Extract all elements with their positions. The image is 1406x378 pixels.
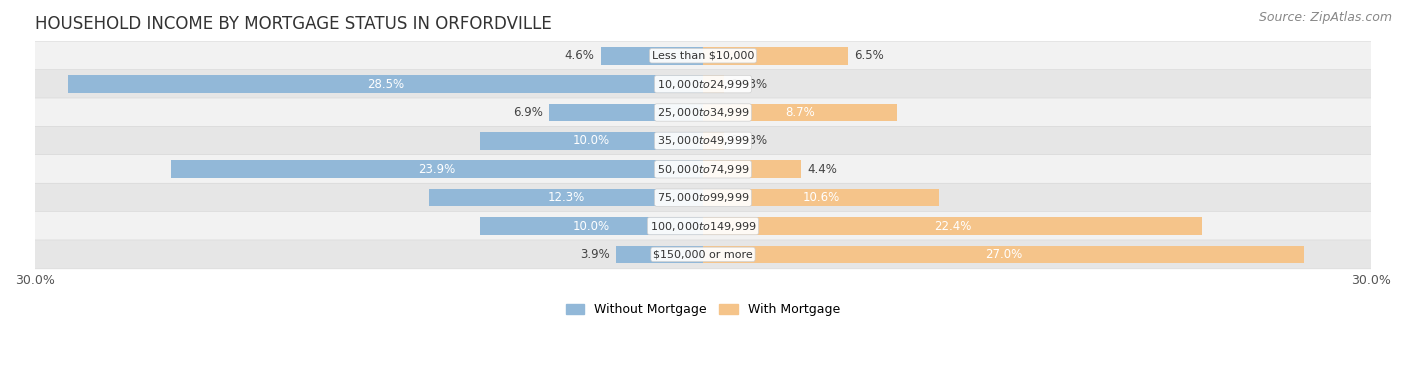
Bar bbox=[703, 217, 1202, 235]
Text: 10.6%: 10.6% bbox=[803, 191, 839, 204]
Text: 3.9%: 3.9% bbox=[579, 248, 609, 261]
Text: 10.0%: 10.0% bbox=[574, 220, 610, 232]
Text: 4.4%: 4.4% bbox=[807, 163, 838, 176]
Bar bbox=[703, 161, 801, 178]
Bar bbox=[703, 132, 724, 150]
FancyBboxPatch shape bbox=[35, 240, 1371, 269]
Bar bbox=[703, 75, 724, 93]
FancyBboxPatch shape bbox=[35, 98, 1371, 127]
Text: 23.9%: 23.9% bbox=[418, 163, 456, 176]
Text: 8.7%: 8.7% bbox=[785, 106, 814, 119]
Text: 28.5%: 28.5% bbox=[367, 77, 405, 91]
Text: 12.3%: 12.3% bbox=[547, 191, 585, 204]
Text: 0.93%: 0.93% bbox=[730, 134, 768, 147]
Text: $10,000 to $24,999: $10,000 to $24,999 bbox=[657, 77, 749, 91]
Bar bbox=[600, 47, 703, 65]
Text: 6.9%: 6.9% bbox=[513, 106, 543, 119]
Text: Source: ZipAtlas.com: Source: ZipAtlas.com bbox=[1258, 11, 1392, 24]
FancyBboxPatch shape bbox=[35, 41, 1371, 70]
Text: 4.6%: 4.6% bbox=[564, 49, 593, 62]
Text: Less than $10,000: Less than $10,000 bbox=[652, 51, 754, 61]
Text: $50,000 to $74,999: $50,000 to $74,999 bbox=[657, 163, 749, 176]
FancyBboxPatch shape bbox=[35, 126, 1371, 155]
Text: $35,000 to $49,999: $35,000 to $49,999 bbox=[657, 134, 749, 147]
Text: $25,000 to $34,999: $25,000 to $34,999 bbox=[657, 106, 749, 119]
Text: 6.5%: 6.5% bbox=[855, 49, 884, 62]
Text: $75,000 to $99,999: $75,000 to $99,999 bbox=[657, 191, 749, 204]
Bar bbox=[703, 47, 848, 65]
Text: HOUSEHOLD INCOME BY MORTGAGE STATUS IN ORFORDVILLE: HOUSEHOLD INCOME BY MORTGAGE STATUS IN O… bbox=[35, 15, 551, 33]
Legend: Without Mortgage, With Mortgage: Without Mortgage, With Mortgage bbox=[561, 298, 845, 321]
Bar bbox=[170, 161, 703, 178]
FancyBboxPatch shape bbox=[35, 70, 1371, 99]
FancyBboxPatch shape bbox=[35, 183, 1371, 212]
FancyBboxPatch shape bbox=[35, 155, 1371, 184]
Bar bbox=[703, 246, 1305, 263]
Text: 22.4%: 22.4% bbox=[934, 220, 972, 232]
Bar bbox=[703, 104, 897, 121]
Bar bbox=[703, 189, 939, 206]
Bar bbox=[429, 189, 703, 206]
Text: 10.0%: 10.0% bbox=[574, 134, 610, 147]
Bar bbox=[550, 104, 703, 121]
Bar bbox=[481, 132, 703, 150]
Bar bbox=[69, 75, 703, 93]
Bar bbox=[616, 246, 703, 263]
Bar bbox=[481, 217, 703, 235]
FancyBboxPatch shape bbox=[35, 212, 1371, 240]
Text: $150,000 or more: $150,000 or more bbox=[654, 249, 752, 259]
Text: $100,000 to $149,999: $100,000 to $149,999 bbox=[650, 220, 756, 232]
Text: 27.0%: 27.0% bbox=[986, 248, 1022, 261]
Text: 0.93%: 0.93% bbox=[730, 77, 768, 91]
